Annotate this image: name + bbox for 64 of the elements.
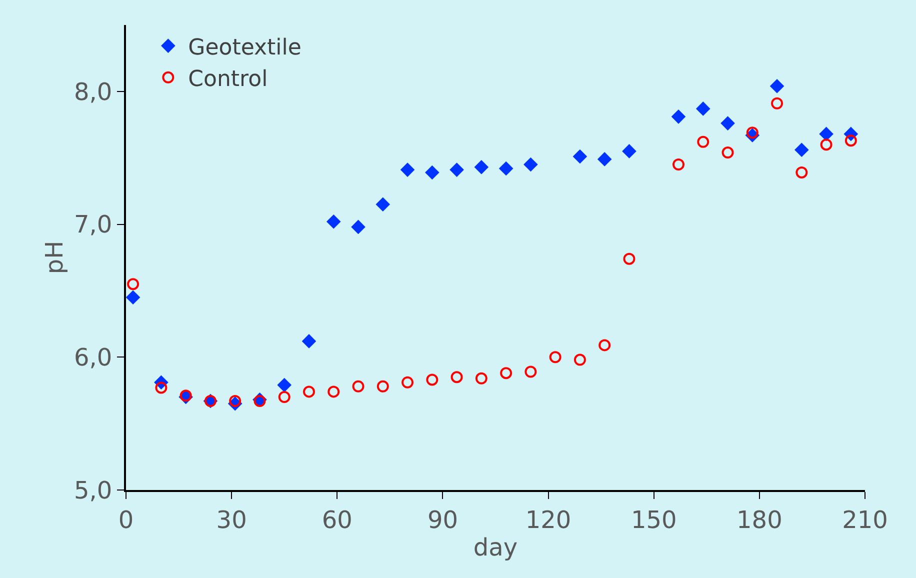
point bbox=[127, 278, 140, 290]
legend-label: Control bbox=[188, 66, 268, 92]
point bbox=[475, 372, 488, 384]
point bbox=[796, 166, 808, 178]
x-tick-label: 30 bbox=[216, 506, 247, 534]
point bbox=[770, 78, 784, 94]
point bbox=[400, 162, 415, 177]
x-tick-label: 210 bbox=[842, 506, 888, 534]
point bbox=[474, 160, 489, 174]
point bbox=[622, 144, 636, 158]
point bbox=[623, 252, 636, 265]
point bbox=[574, 354, 586, 366]
point bbox=[697, 136, 710, 148]
point bbox=[771, 97, 784, 110]
point bbox=[722, 146, 734, 159]
point bbox=[672, 158, 684, 170]
point bbox=[549, 351, 562, 364]
point bbox=[671, 110, 686, 124]
point bbox=[426, 374, 438, 386]
point bbox=[500, 367, 512, 380]
point bbox=[126, 290, 140, 305]
point bbox=[302, 334, 316, 348]
point bbox=[498, 161, 514, 176]
point bbox=[450, 162, 464, 177]
point bbox=[277, 378, 292, 392]
point bbox=[376, 197, 390, 212]
point bbox=[278, 391, 290, 403]
point bbox=[155, 382, 168, 394]
x-tick-label: 150 bbox=[630, 506, 677, 534]
point bbox=[794, 142, 809, 158]
point bbox=[746, 126, 758, 139]
x-tick-label: 120 bbox=[525, 506, 572, 534]
point bbox=[450, 371, 463, 384]
x-tick-label: 180 bbox=[736, 506, 782, 534]
point bbox=[597, 152, 612, 166]
x-axis-title: day bbox=[473, 534, 518, 562]
point bbox=[844, 134, 857, 147]
point bbox=[524, 157, 538, 172]
point bbox=[376, 380, 389, 392]
x-tick-label: 0 bbox=[118, 506, 134, 534]
x-tick-label: 90 bbox=[427, 506, 458, 534]
point bbox=[819, 126, 834, 142]
point bbox=[720, 116, 735, 130]
y-tick-label: 5,0 bbox=[74, 476, 112, 504]
y-axis-title: pH bbox=[40, 240, 69, 274]
point bbox=[820, 138, 832, 151]
point bbox=[180, 390, 192, 402]
point bbox=[229, 394, 242, 407]
point bbox=[425, 165, 440, 180]
point bbox=[326, 214, 341, 229]
point bbox=[302, 386, 315, 398]
point bbox=[572, 149, 588, 164]
point bbox=[696, 102, 710, 116]
point bbox=[352, 380, 364, 392]
x-tick-label: 60 bbox=[322, 506, 352, 534]
legend-label: Geotextile bbox=[188, 35, 302, 60]
point bbox=[402, 376, 414, 388]
y-tick-label: 7,0 bbox=[74, 210, 112, 239]
y-tick-label: 6,0 bbox=[74, 344, 112, 372]
point bbox=[524, 366, 537, 378]
point bbox=[328, 386, 340, 398]
y-tick-label: 8,0 bbox=[74, 78, 112, 106]
point bbox=[598, 339, 611, 352]
point bbox=[351, 220, 366, 234]
